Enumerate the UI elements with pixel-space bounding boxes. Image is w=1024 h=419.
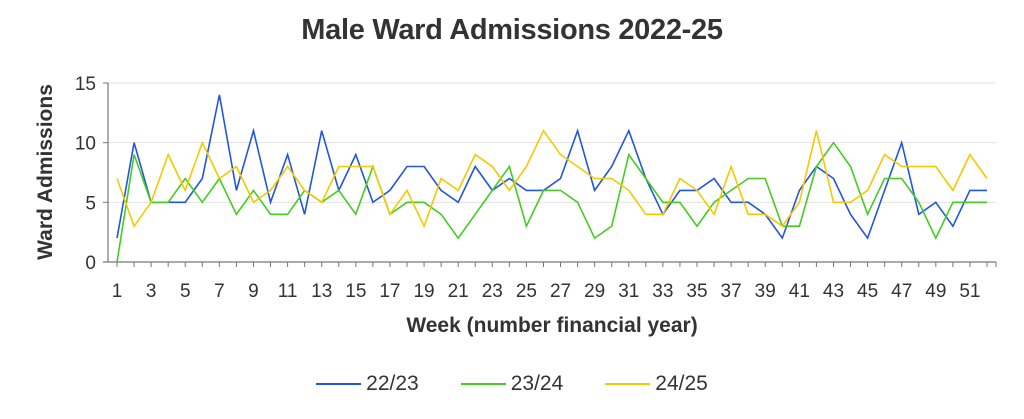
x-tick-label: 43 <box>823 281 844 302</box>
x-tick-label: 19 <box>413 281 434 302</box>
x-axis-ticks: 1 3 5 7 9 11 13 15 17 19 21 23 25 27 29 31 33 35 37 39 41 43 4… <box>112 281 981 302</box>
x-tick-label: 41 <box>789 281 810 302</box>
x-tick-label: 13 <box>311 281 332 302</box>
legend-label: 23/24 <box>510 372 564 395</box>
x-tick-label: 51 <box>959 281 980 302</box>
x-tick-label: 47 <box>891 281 912 302</box>
x-tick-label: 21 <box>448 281 469 302</box>
y-axis-title: Ward Admissions <box>34 84 57 260</box>
x-tick-label: 5 <box>180 281 191 302</box>
x-tick-label: 27 <box>550 281 571 302</box>
y-tick-label: 10 <box>75 134 96 155</box>
chart-title: Male Ward Admissions 2022-25 <box>301 14 723 46</box>
series-line-23-24 <box>116 141 987 263</box>
y-tick-label: 15 <box>75 74 96 95</box>
legend-line-icon <box>605 383 651 385</box>
x-tick-label: 7 <box>214 281 225 302</box>
legend-line-icon <box>460 383 506 385</box>
legend-item-22-23[interactable]: 22/23 <box>316 372 419 396</box>
y-tick-label: 5 <box>85 193 96 214</box>
legend-item-24-25[interactable]: 24/25 <box>605 372 708 396</box>
legend-item-23-24[interactable]: 23/24 <box>460 372 564 396</box>
x-tick-label: 35 <box>686 281 707 302</box>
data-series <box>116 94 988 263</box>
x-tick-label: 39 <box>755 281 776 302</box>
x-tick-label: 33 <box>652 281 673 302</box>
x-tick-label: 23 <box>482 281 503 302</box>
legend: 22/23 23/24 24/25 <box>0 372 1024 396</box>
x-tick-label: 15 <box>345 281 366 302</box>
x-tick-label: 11 <box>278 281 298 302</box>
series-line-22-23 <box>116 94 987 240</box>
y-tick-label: 0 <box>85 253 96 274</box>
x-tick-label: 1 <box>112 281 123 302</box>
x-tick-label: 29 <box>584 281 605 302</box>
series-line-24-25 <box>116 129 988 229</box>
axes <box>103 82 997 267</box>
y-axis-ticks: 0 5 10 15 <box>75 74 96 274</box>
x-tick-label: 17 <box>379 281 400 302</box>
x-tick-label: 3 <box>146 281 157 302</box>
legend-line-icon <box>316 383 362 385</box>
x-tick-label: 37 <box>721 281 742 302</box>
x-tick-label: 25 <box>516 281 537 302</box>
legend-label: 24/25 <box>655 372 708 395</box>
x-tick-label: 49 <box>925 281 946 302</box>
x-axis-title: Week (number financial year) <box>406 314 697 337</box>
x-tick-label: 45 <box>857 281 878 302</box>
x-tick-label: 9 <box>248 281 259 302</box>
x-tick-label: 31 <box>618 281 639 302</box>
legend-label: 22/23 <box>366 372 419 395</box>
